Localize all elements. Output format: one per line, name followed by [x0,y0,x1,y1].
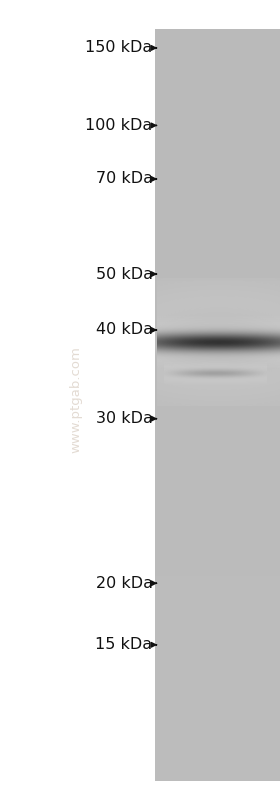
Text: 15 kDa: 15 kDa [95,638,153,652]
Text: www.ptgab.com: www.ptgab.com [69,346,82,453]
Text: 30 kDa: 30 kDa [96,411,153,426]
Text: 70 kDa: 70 kDa [95,172,153,186]
Text: 40 kDa: 40 kDa [95,323,153,337]
Text: 50 kDa: 50 kDa [95,267,153,281]
Text: 20 kDa: 20 kDa [95,576,153,590]
Text: 100 kDa: 100 kDa [85,118,153,133]
Text: 150 kDa: 150 kDa [85,41,153,55]
